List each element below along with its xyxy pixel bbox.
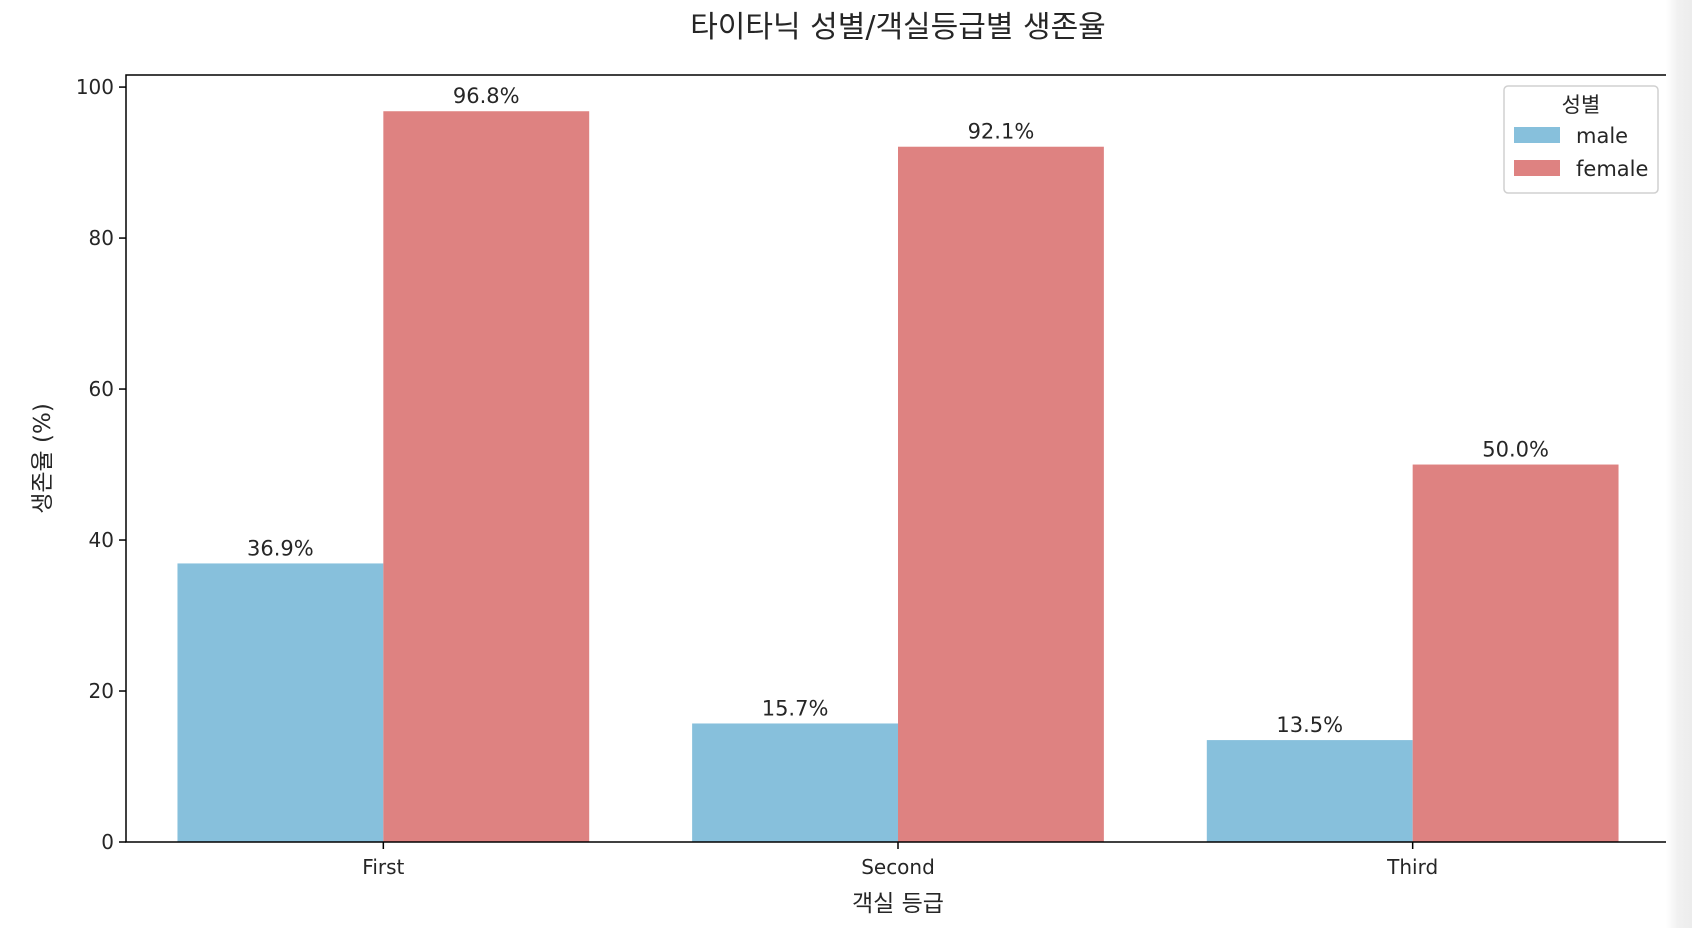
legend-swatch-male [1514,127,1560,143]
y-tick-label: 0 [101,830,114,854]
window-edge-shadow [1666,0,1692,928]
y-tick-label: 80 [89,226,114,250]
y-tick-label: 100 [76,75,114,99]
legend-swatch-female [1514,160,1560,176]
bar-label-male-second: 15.7% [762,696,829,720]
x-tick-label-first: First [362,855,404,879]
legend-title: 성별 [1562,93,1601,117]
bar-labels-group: 36.9% 96.8% 15.7% 92.1% 13.5% 50.0% [247,84,1549,737]
bar-label-male-first: 36.9% [247,536,314,560]
x-axis: First Second Third [362,842,1438,879]
legend: 성별 male female [1503,85,1659,194]
legend-label-male: male [1576,124,1628,148]
x-axis-label: 객실 등급 [852,891,944,917]
bar-female-third [1412,464,1619,842]
bar-label-female-second: 92.1% [968,120,1035,144]
bar-male-first [177,563,384,842]
legend-label-female: female [1576,157,1648,181]
bar-label-male-third: 13.5% [1276,713,1343,737]
bar-label-female-third: 50.0% [1482,438,1549,462]
y-tick-label: 20 [89,679,114,703]
bar-female-second [898,146,1104,842]
bar-label-female-first: 96.8% [453,84,520,108]
y-tick-label: 60 [89,377,114,401]
bar-female-first [383,111,590,843]
y-tick-label: 40 [89,528,114,552]
bar-male-third [1206,740,1413,842]
x-tick-label-second: Second [861,855,935,879]
x-tick-label-third: Third [1386,855,1438,879]
y-axis: 0 20 40 60 80 100 [76,75,126,854]
bars-group [177,111,1619,843]
y-axis-label: 생존율 (%) [30,403,56,514]
chart-title: 타이타닉 성별/객실등급별 생존율 [690,10,1106,45]
bar-male-second [692,723,898,842]
